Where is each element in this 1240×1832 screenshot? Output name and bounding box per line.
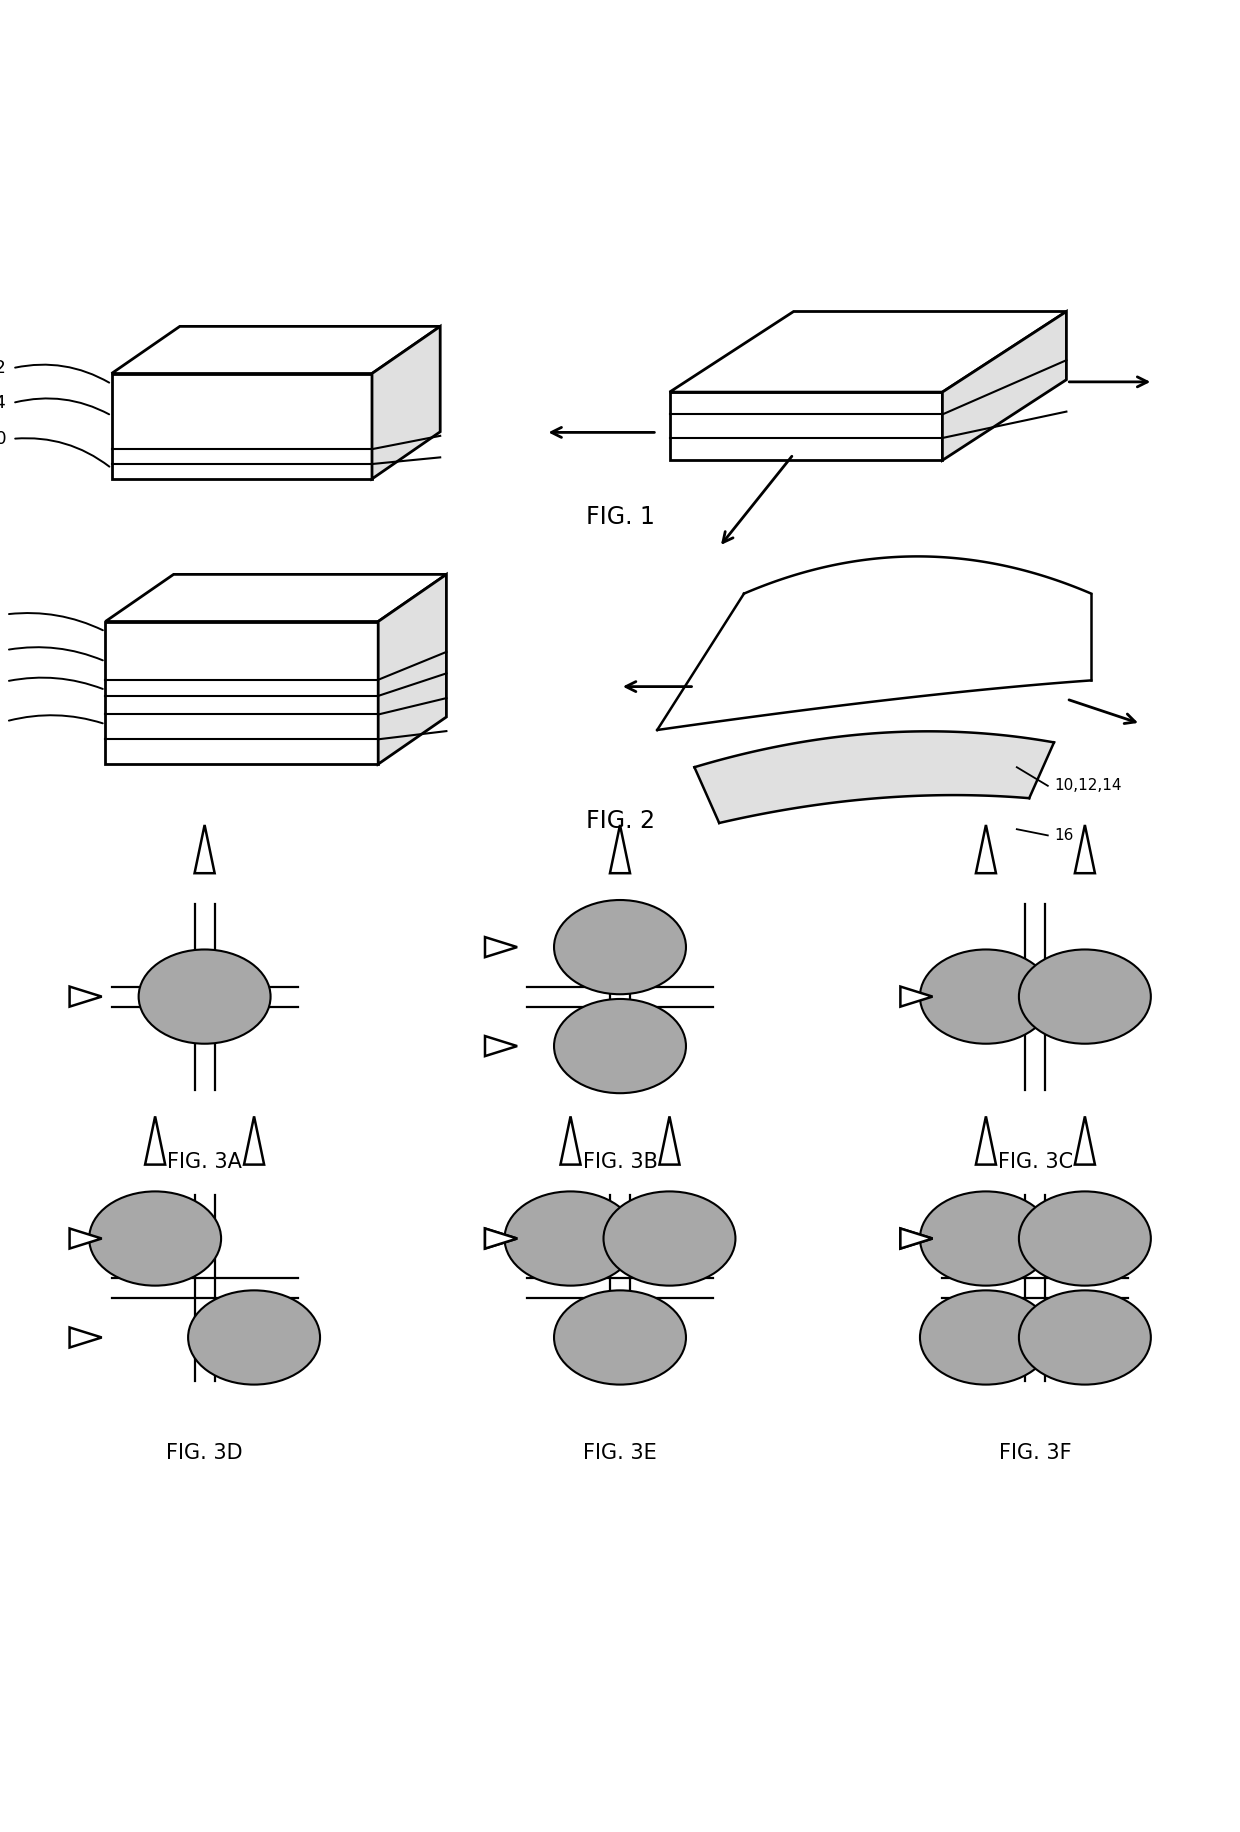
Polygon shape	[1075, 824, 1095, 874]
Text: 10,12,14: 10,12,14	[1054, 779, 1121, 793]
Polygon shape	[900, 1229, 932, 1249]
Polygon shape	[372, 326, 440, 478]
Text: FIG. 3D: FIG. 3D	[166, 1444, 243, 1464]
Polygon shape	[105, 621, 378, 764]
Polygon shape	[195, 824, 215, 874]
Polygon shape	[560, 1116, 580, 1165]
Polygon shape	[660, 1116, 680, 1165]
Text: 14: 14	[0, 394, 6, 412]
Ellipse shape	[1019, 1191, 1151, 1286]
Polygon shape	[976, 1116, 996, 1165]
Polygon shape	[670, 392, 942, 460]
Polygon shape	[105, 575, 446, 621]
Text: FIG. 3E: FIG. 3E	[583, 1444, 657, 1464]
Polygon shape	[942, 311, 1066, 460]
Ellipse shape	[920, 1290, 1052, 1385]
Ellipse shape	[505, 1191, 636, 1286]
Ellipse shape	[188, 1290, 320, 1385]
Polygon shape	[112, 326, 440, 374]
Polygon shape	[1075, 1116, 1095, 1165]
Ellipse shape	[139, 949, 270, 1044]
Polygon shape	[69, 987, 102, 1006]
Polygon shape	[112, 374, 372, 478]
Text: FIG. 3F: FIG. 3F	[999, 1444, 1071, 1464]
Text: 10: 10	[0, 431, 6, 447]
Polygon shape	[657, 557, 1091, 729]
Polygon shape	[900, 1229, 932, 1249]
Polygon shape	[145, 1116, 165, 1165]
Polygon shape	[69, 1229, 102, 1249]
Text: FIG. 3C: FIG. 3C	[998, 1152, 1073, 1171]
Polygon shape	[485, 1037, 517, 1055]
Ellipse shape	[920, 1191, 1052, 1286]
Ellipse shape	[89, 1191, 221, 1286]
Ellipse shape	[920, 949, 1052, 1044]
Ellipse shape	[1019, 1290, 1151, 1385]
Ellipse shape	[554, 998, 686, 1094]
Ellipse shape	[554, 1290, 686, 1385]
Ellipse shape	[604, 1191, 735, 1286]
Text: FIG. 3A: FIG. 3A	[167, 1152, 242, 1171]
Polygon shape	[378, 575, 446, 764]
Text: 12: 12	[0, 359, 6, 377]
Polygon shape	[694, 731, 1054, 823]
Polygon shape	[610, 824, 630, 874]
Polygon shape	[485, 938, 517, 956]
Text: FIG. 3B: FIG. 3B	[583, 1152, 657, 1171]
Text: FIG. 1: FIG. 1	[585, 506, 655, 529]
Polygon shape	[69, 1328, 102, 1348]
Polygon shape	[976, 824, 996, 874]
Ellipse shape	[1019, 949, 1151, 1044]
Polygon shape	[244, 1116, 264, 1165]
Ellipse shape	[554, 900, 686, 995]
Text: FIG. 2: FIG. 2	[585, 808, 655, 832]
Polygon shape	[900, 987, 932, 1006]
Polygon shape	[670, 311, 1066, 392]
Polygon shape	[485, 1229, 517, 1249]
Polygon shape	[485, 1229, 517, 1249]
Text: 16: 16	[1054, 828, 1074, 843]
